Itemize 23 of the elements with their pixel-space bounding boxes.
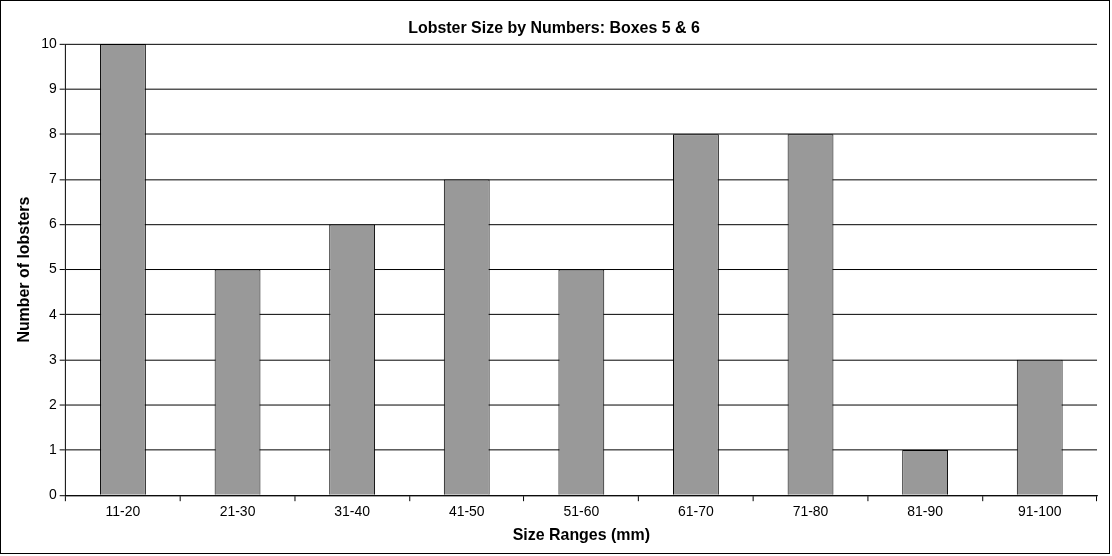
y-tick-label: 1 [48, 440, 57, 457]
y-tick-label: 3 [48, 350, 57, 367]
x-tick-label: 61-70 [678, 503, 715, 520]
y-tick-label: 7 [48, 170, 57, 187]
y-tick-label: 6 [48, 215, 57, 232]
x-axis-title: Size Ranges (mm) [512, 525, 651, 543]
x-tick-label: 51-60 [563, 503, 600, 520]
y-tick-label: 0 [48, 486, 57, 503]
x-tick-label: 71-80 [792, 503, 829, 520]
y-tick-label: 2 [48, 395, 57, 412]
y-tick-label: 5 [48, 260, 57, 277]
x-tick-label: 91-100 [1017, 503, 1062, 520]
x-tick-label: 41-50 [448, 503, 485, 520]
y-tick-label: 10 [41, 34, 57, 51]
y-axis-title: Number of lobsters [14, 196, 32, 343]
chart-title: Lobster Size by Numbers: Boxes 5 & 6 [408, 18, 700, 36]
x-tick-label: 31-40 [334, 503, 371, 520]
y-tick-label: 4 [48, 305, 57, 322]
y-tick-label: 8 [48, 125, 57, 142]
x-tick-label: 81-90 [907, 503, 944, 520]
y-tick-label: 9 [48, 80, 57, 96]
x-tick-label: 21-30 [219, 503, 256, 520]
x-tick-label: 11-20 [105, 503, 141, 520]
